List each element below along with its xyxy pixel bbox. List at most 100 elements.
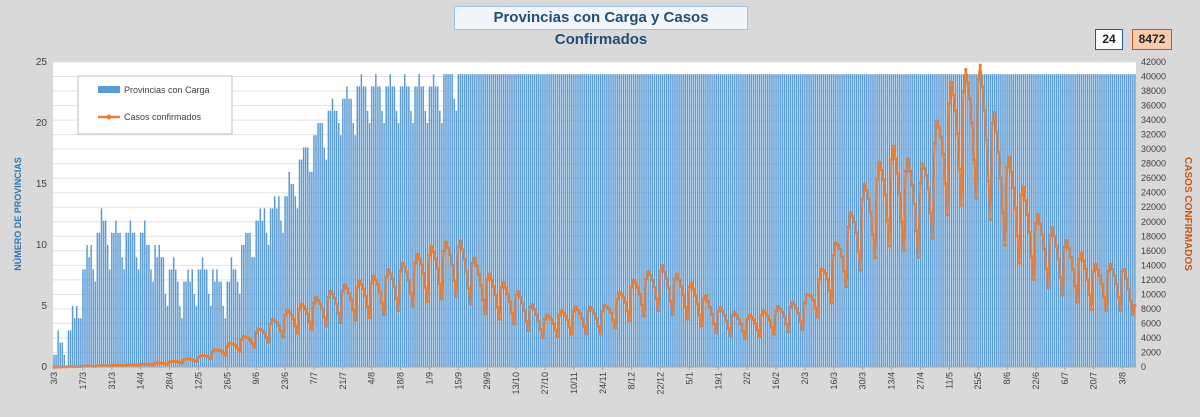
province-bar <box>721 74 724 367</box>
province-bar <box>356 86 359 368</box>
province-bar <box>113 232 115 367</box>
province-bar <box>760 74 763 367</box>
province-bar <box>203 269 206 367</box>
province-bar <box>315 135 317 367</box>
province-bar <box>158 245 160 367</box>
cases-point <box>1108 262 1112 266</box>
cases-point <box>1026 212 1030 217</box>
cases-point <box>920 162 925 166</box>
province-bar <box>166 306 169 367</box>
cases-point <box>1001 211 1005 215</box>
province-bar <box>754 74 757 367</box>
cases-point <box>776 304 780 309</box>
cases-point <box>396 309 401 313</box>
cases-point <box>411 304 415 308</box>
province-bar <box>154 245 156 367</box>
province-bar <box>564 74 567 367</box>
province-bar <box>890 74 893 367</box>
cases-point <box>887 244 892 248</box>
province-bar <box>917 74 920 367</box>
province-bar <box>484 74 486 367</box>
province-bar <box>771 74 773 367</box>
cases-point <box>856 249 861 253</box>
y2-tick-label: 28000 <box>1141 159 1166 169</box>
cases-point <box>1061 293 1065 297</box>
cases-point <box>458 239 463 243</box>
province-bar <box>591 74 594 367</box>
cases-point <box>566 318 570 322</box>
province-bar <box>368 123 371 367</box>
x-tick-label: 16/2 <box>771 372 781 390</box>
x-tick-label: 25/5 <box>973 372 983 390</box>
cases-point <box>871 233 875 237</box>
province-bar <box>892 74 895 367</box>
province-bar <box>684 74 687 367</box>
cases-point <box>425 299 430 304</box>
cases-point <box>832 253 836 257</box>
province-bar <box>552 74 554 367</box>
cases-point <box>570 332 574 336</box>
province-bar <box>181 318 183 367</box>
cases-point <box>1019 193 1024 197</box>
province-bar <box>117 232 119 367</box>
cases-point <box>1131 312 1135 316</box>
province-bar <box>148 245 150 367</box>
cases-point <box>823 271 828 275</box>
cases-point <box>1123 267 1127 271</box>
cases-point <box>330 292 335 296</box>
cases-point <box>221 351 225 355</box>
province-bar <box>1068 74 1070 367</box>
province-bar <box>1082 74 1085 367</box>
cases-point <box>908 169 912 173</box>
cases-point <box>916 255 920 260</box>
province-bar <box>993 74 996 367</box>
province-bar <box>106 245 109 367</box>
province-bar <box>342 98 344 367</box>
cases-point <box>269 322 273 326</box>
cases-point <box>314 295 318 300</box>
province-bar <box>940 74 942 367</box>
province-bar <box>635 74 637 367</box>
y2-tick-label: 2000 <box>1141 347 1161 357</box>
cases-point <box>514 293 518 297</box>
province-bar <box>55 354 57 367</box>
cases-point <box>642 314 646 318</box>
cases-point <box>382 312 386 317</box>
province-bar <box>515 74 517 367</box>
y2-tick-label: 22000 <box>1141 202 1166 212</box>
province-bar <box>991 74 994 367</box>
cases-point <box>238 349 242 353</box>
y2-tick-label: 16000 <box>1141 246 1166 256</box>
cases-point <box>640 303 644 307</box>
cases-point <box>704 294 708 298</box>
province-bar <box>370 86 373 368</box>
cases-point <box>394 296 399 301</box>
cases-point <box>349 297 353 302</box>
y-tick-label: 20 <box>36 118 48 129</box>
province-bar <box>878 74 880 367</box>
province-bar <box>284 196 286 367</box>
province-bar <box>529 74 532 367</box>
province-bar <box>449 74 451 367</box>
province-bar <box>467 74 470 367</box>
province-bar <box>96 232 99 367</box>
cases-point <box>293 324 297 328</box>
province-bar <box>837 74 839 367</box>
cases-point <box>332 296 337 300</box>
province-bar <box>1045 74 1048 367</box>
province-bar <box>432 74 435 367</box>
x-tick-label: 23/6 <box>280 372 290 390</box>
cases-point <box>613 326 617 330</box>
province-bar <box>337 123 340 367</box>
province-bar <box>71 306 74 367</box>
cases-point <box>541 336 545 340</box>
province-bar <box>1115 74 1118 367</box>
cases-point <box>685 317 689 321</box>
province-bar <box>350 98 352 367</box>
y2-tick-label: 26000 <box>1141 173 1166 183</box>
province-bar <box>455 110 458 368</box>
province-bar <box>544 74 546 367</box>
cases-point <box>351 308 355 312</box>
cases-point <box>749 315 753 319</box>
province-bar <box>777 74 779 367</box>
